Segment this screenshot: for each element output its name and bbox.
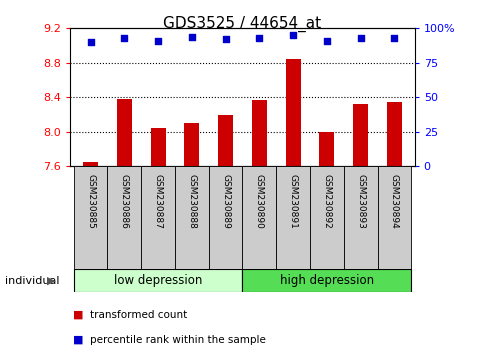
- Point: [188, 34, 196, 39]
- Bar: [184, 123, 199, 166]
- Text: percentile rank within the sample: percentile rank within the sample: [90, 335, 265, 345]
- Text: GSM230887: GSM230887: [153, 173, 162, 228]
- Bar: [285, 59, 300, 166]
- Text: ■: ■: [73, 310, 83, 320]
- Point: [87, 39, 94, 45]
- Text: GSM230892: GSM230892: [322, 173, 331, 228]
- Bar: [74, 269, 242, 292]
- Bar: [352, 104, 367, 166]
- Text: GSM230888: GSM230888: [187, 173, 196, 228]
- Text: GSM230889: GSM230889: [221, 173, 229, 228]
- Text: GSM230894: GSM230894: [389, 173, 398, 228]
- Text: GSM230885: GSM230885: [86, 173, 95, 228]
- Text: ■: ■: [73, 335, 83, 345]
- Text: GSM230890: GSM230890: [255, 173, 263, 228]
- Bar: [175, 166, 208, 269]
- Text: GSM230891: GSM230891: [288, 173, 297, 228]
- Bar: [208, 166, 242, 269]
- Text: high depression: high depression: [279, 274, 373, 287]
- Bar: [74, 166, 107, 269]
- Bar: [117, 99, 132, 166]
- Bar: [141, 166, 175, 269]
- Bar: [218, 115, 233, 166]
- Point: [390, 35, 397, 41]
- Bar: [377, 166, 410, 269]
- Point: [154, 38, 162, 44]
- Bar: [276, 166, 309, 269]
- Bar: [343, 166, 377, 269]
- Point: [221, 36, 229, 42]
- Bar: [83, 162, 98, 166]
- Text: individual: individual: [5, 275, 59, 286]
- Point: [322, 38, 330, 44]
- Bar: [150, 127, 166, 166]
- Bar: [242, 166, 276, 269]
- Text: GSM230886: GSM230886: [120, 173, 129, 228]
- Text: ▶: ▶: [46, 275, 55, 286]
- Point: [288, 32, 296, 38]
- Bar: [251, 100, 266, 166]
- Bar: [107, 166, 141, 269]
- Bar: [309, 166, 343, 269]
- Text: GDS3525 / 44654_at: GDS3525 / 44654_at: [163, 16, 321, 32]
- Bar: [242, 269, 410, 292]
- Point: [120, 35, 128, 41]
- Text: transformed count: transformed count: [90, 310, 187, 320]
- Bar: [386, 102, 401, 166]
- Point: [255, 35, 263, 41]
- Text: low depression: low depression: [114, 274, 202, 287]
- Point: [356, 35, 364, 41]
- Text: GSM230893: GSM230893: [355, 173, 364, 228]
- Bar: [318, 132, 334, 166]
